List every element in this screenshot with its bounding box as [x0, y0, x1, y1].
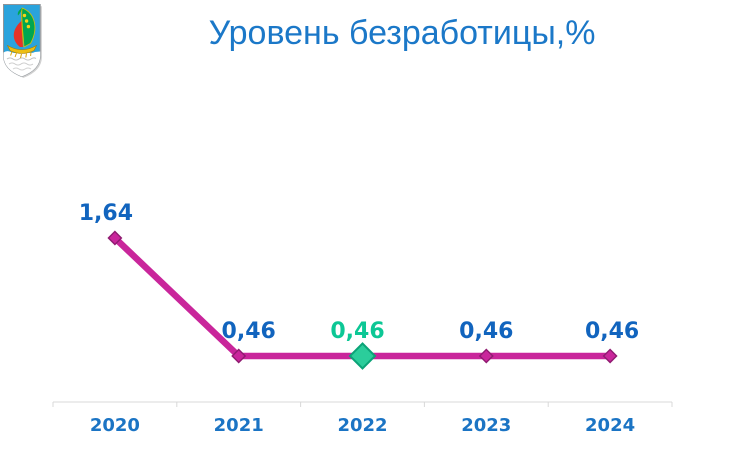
data-label-2021: 0,46	[222, 319, 276, 344]
axis-label-2021: 2021	[214, 415, 264, 436]
data-point-2021	[231, 348, 247, 364]
data-label-2022: 0,46	[330, 319, 384, 344]
wave-line	[6, 57, 37, 61]
wave-line	[8, 62, 34, 66]
data-point-2024	[602, 348, 618, 364]
sail-dot	[24, 19, 29, 23]
data-label-2024: 0,46	[585, 319, 639, 344]
data-label-2023: 0,46	[459, 319, 513, 344]
data-label-2020: 1,64	[79, 201, 133, 226]
wave-line	[12, 67, 32, 71]
oars	[10, 51, 32, 59]
axis-label-2024: 2024	[585, 415, 635, 436]
data-point-2020	[107, 230, 123, 246]
boat-hull	[6, 44, 38, 54]
axis-label-2023: 2023	[461, 415, 511, 436]
axis-label-2020: 2020	[90, 415, 140, 436]
city-coat-of-arms	[2, 3, 43, 79]
sail-dot	[26, 24, 31, 29]
data-point-2023	[478, 348, 494, 364]
data-point-2022	[348, 342, 377, 370]
axis-label-2022: 2022	[337, 415, 387, 436]
sail-curl	[17, 8, 22, 16]
red-sail	[13, 21, 23, 47]
chart-title: Уровень безработицы,%	[208, 14, 596, 52]
sail-dot	[22, 13, 27, 18]
coat-of-arms-graphic	[3, 4, 42, 78]
